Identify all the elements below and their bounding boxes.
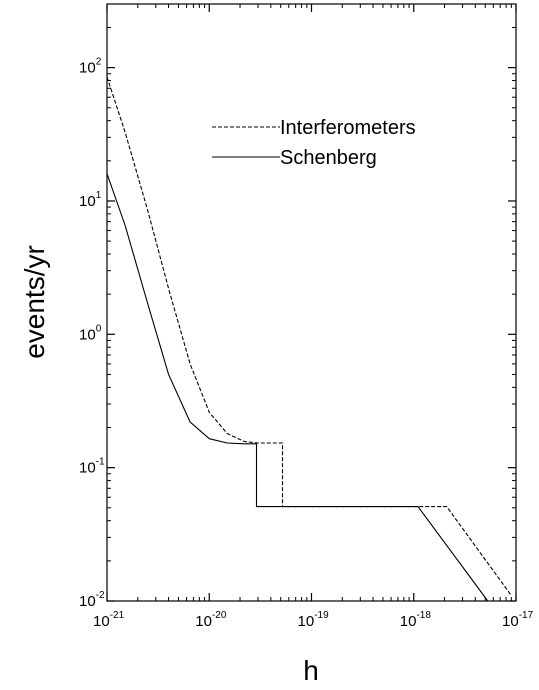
y-tick-label: 102: [79, 57, 102, 77]
y-tick-label: 10-2: [79, 590, 105, 610]
x-tick-label: 10-20: [195, 610, 227, 630]
axis-ticks: 10-21 10-20 10-19 10-18 10-17 10-2 10-1 100 101 1…: [79, 4, 534, 630]
legend-label-interferometers: Interferometers: [280, 117, 416, 139]
x-axis-title: h: [303, 655, 319, 686]
y-tick-label: 100: [79, 323, 102, 343]
y-tick-label: 10-1: [79, 457, 105, 477]
plot-frame: [106, 3, 517, 602]
y-tick-label: 101: [79, 190, 102, 210]
x-tick-label: 10-17: [502, 610, 534, 630]
x-tick-label: 10-18: [400, 610, 432, 630]
x-tick-label: 10-21: [93, 610, 125, 630]
series-line-schenberg: [106, 173, 489, 602]
series-lines: [106, 76, 512, 602]
legend: Interferometers Schenberg: [212, 117, 416, 169]
legend-label-schenberg: Schenberg: [280, 147, 377, 169]
x-tick-label: 10-19: [298, 610, 330, 630]
y-axis-title: events/yr: [19, 245, 50, 359]
